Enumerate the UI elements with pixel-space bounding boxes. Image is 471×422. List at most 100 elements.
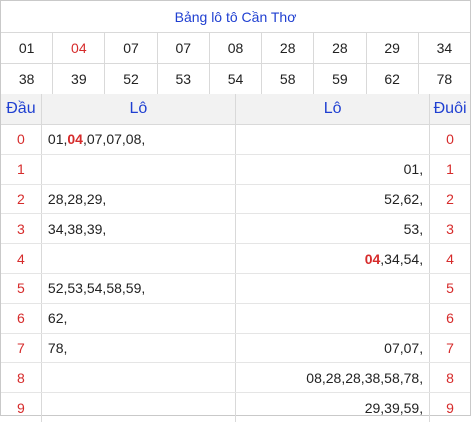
separator: , [360,369,365,386]
lo-right-cell: 29, 39, 59, [236,393,430,422]
separator: , [399,399,404,416]
number-cell: 29 [367,33,419,63]
separator: , [419,399,424,416]
separator: , [121,131,126,148]
lotto-number: 28 [67,190,83,207]
table-row: 2 28, 28, 29, 52, 62, 2 [1,184,470,215]
number-cell: 28 [262,33,315,63]
separator: , [380,250,385,267]
lotto-number: 28 [325,369,342,386]
lotto-number: 29 [86,190,103,207]
separator: , [82,131,87,148]
separator: , [399,339,404,356]
dau-index: 5 [1,273,42,303]
separator: , [399,369,404,386]
lotto-number: 28 [345,369,361,386]
number-cell: 54 [210,64,263,94]
table-row: 7 78, 07, 07, 7 [1,333,470,364]
number-cell: 59 [314,64,367,94]
duoi-index: 5 [429,273,470,303]
lotto-number: 52 [47,280,64,297]
separator: , [419,220,424,237]
header-dau: Đầu [1,94,42,124]
header-lo-right: Lô [323,100,342,117]
lotto-number: 07 [384,339,400,356]
separator: , [419,161,424,178]
dau-index: 4 [1,244,42,273]
separator: , [102,190,107,207]
table-row: 5 52, 53, 54, 58, 59, 5 [1,273,470,304]
table-row: 8 08, 28, 28, 38, 58, 78, 8 [1,363,470,394]
head-tail-table: Đầu Lô Lô Đuôi 0 01, 04, 07, 07, 08, 0 1 01… [1,94,470,422]
separator: , [63,131,68,148]
dau-index: 2 [1,184,42,214]
separator: , [63,280,68,297]
duoi-index: 9 [429,393,470,422]
table-header: Đầu Lô Lô Đuôi [1,94,470,125]
lo-left-cell: 62, [42,303,236,333]
duoi-index: 8 [429,363,470,393]
lo-right-cell [236,304,430,333]
lo-right-cell: 08, 28, 28, 38, 58, 78, [236,363,430,392]
lotto-number: 78 [47,339,64,356]
lo-left-cell [42,393,236,422]
lotto-number: 54 [403,250,420,267]
lotto-number: 04 [67,131,83,148]
lo-left-cell [42,244,236,273]
lotto-number: 28 [47,190,64,207]
separator: , [102,131,107,148]
numbers-row-1: 01 04 07 07 08 28 28 29 34 [1,33,470,64]
lo-left-cell [42,154,236,184]
dau-index: 3 [1,214,42,244]
lotto-number: 53 [67,280,83,297]
lo-right-cell [236,274,430,303]
lotto-number: 39 [86,220,103,237]
duoi-index: 2 [429,184,470,214]
separator: , [380,369,385,386]
duoi-index: 1 [429,154,470,184]
table-title: Bảng lô tô Cần Thơ [1,1,470,33]
duoi-index: 4 [429,244,470,273]
number-cell: 78 [436,71,453,87]
lotto-number: 62 [403,190,420,207]
lotto-number: 59 [403,399,420,416]
separator: , [82,190,87,207]
number-cell: 01 [1,33,54,63]
number-cell: 07 [105,33,158,63]
lotto-number: 08 [125,131,142,148]
separator: , [82,220,87,237]
separator: , [321,369,326,386]
table-row: 0 01, 04, 07, 07, 08, 0 [1,125,470,155]
separator: , [141,280,146,297]
separator: , [63,220,68,237]
separator: , [399,190,404,207]
separator: , [82,280,87,297]
separator: , [63,190,68,207]
lotto-number: 58 [384,369,400,386]
numbers-row-2: 38 39 52 53 54 58 59 62 78 [1,64,470,95]
table-row: 4 04, 34, 54, 4 [1,244,470,274]
duoi-index: 7 [429,333,470,363]
dau-index: 8 [1,363,42,393]
lotto-number: 53 [403,220,420,237]
number-cell: 39 [53,64,106,94]
table-row: 6 62, 6 [1,303,470,334]
lotto-number: 08 [306,369,322,386]
header-duoi: Đuôi [429,94,470,124]
lotto-number: 52 [384,190,400,207]
lotto-number: 01 [47,131,64,148]
number-cell: 07 [158,33,210,63]
lo-left-cell: 01, 04, 07, 07, 08, [42,125,236,154]
separator: , [341,369,346,386]
number-cell: 38 [1,64,54,94]
table-body: 0 01, 04, 07, 07, 08, 0 1 01, 1 2 28, 28, 29,… [1,125,470,422]
dau-index: 1 [1,154,42,184]
lotto-number: 34 [384,250,400,267]
lotto-number: 07 [86,131,103,148]
table-row: 1 01, 1 [1,154,470,185]
table-row: 9 29, 39, 59, 9 [1,393,470,422]
number-cell: 08 [210,33,263,63]
separator: , [121,280,126,297]
separator: , [399,250,404,267]
